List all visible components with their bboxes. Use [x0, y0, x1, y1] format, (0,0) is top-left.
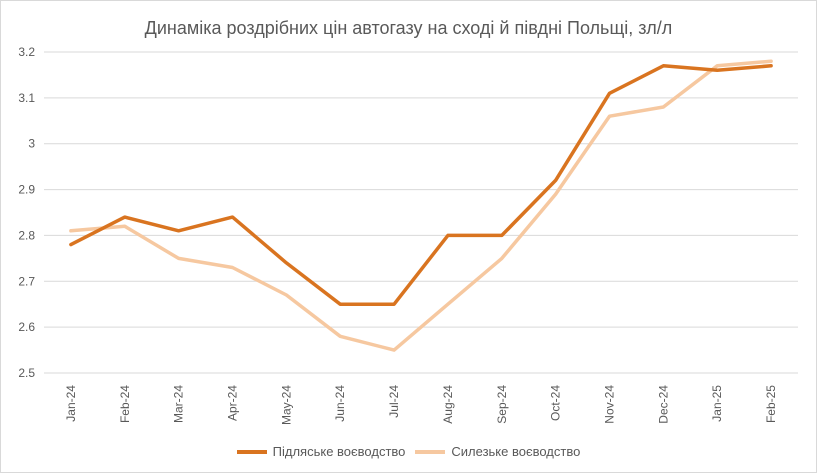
y-tick-label: 2.7: [18, 274, 35, 288]
x-tick-label: Dec-24: [656, 385, 670, 424]
y-tick-label: 2.6: [18, 320, 35, 334]
data-point-series-2: [662, 105, 665, 109]
series-line-1: [69, 64, 773, 306]
y-tick-label: 2.9: [18, 183, 35, 197]
data-point-series-2: [123, 225, 126, 228]
data-point-series-2: [231, 266, 234, 269]
legend-label: Силезьке воєводство: [451, 444, 581, 459]
data-point-series-1: [231, 215, 234, 219]
legend: Підляське воєводство Силезьке воєводство: [1, 444, 816, 459]
data-point-series-1: [392, 303, 396, 306]
data-point-series-1: [554, 179, 557, 182]
data-point-series-2: [554, 192, 557, 196]
legend-label: Підляське воєводство: [272, 444, 406, 459]
x-tick-label: Jul-24: [387, 385, 401, 418]
data-point-series-1: [662, 64, 665, 67]
data-point-series-1: [285, 261, 288, 265]
data-point-series-1: [446, 234, 450, 237]
data-point-series-2: [177, 257, 180, 260]
legend-item-1: Підляське воєводство: [236, 444, 406, 459]
y-tick-label: 2.5: [18, 366, 35, 380]
data-point-series-2: [285, 293, 288, 297]
legend-item-2: Силезьке воєводство: [415, 444, 580, 459]
data-point-series-1: [500, 234, 503, 237]
data-point-series-1: [716, 69, 719, 72]
x-tick-label: May-24: [279, 385, 293, 425]
x-tick-label: Feb-25: [764, 385, 778, 423]
x-tick-label: Apr-24: [226, 385, 240, 421]
data-point-series-2: [392, 348, 396, 352]
legend-swatch: [415, 449, 446, 454]
legend-swatch: [236, 449, 267, 454]
data-point-series-1: [123, 215, 126, 219]
data-point-series-2: [446, 303, 450, 306]
y-tick-label: 3: [28, 137, 35, 151]
data-point-series-1: [608, 92, 611, 95]
x-tick-label: Aug-24: [441, 385, 455, 424]
y-tick-label: 3.1: [18, 91, 35, 105]
chart-title: Динаміка роздрібних цін автогазу на сход…: [144, 18, 673, 38]
x-tick-label: Jan-25: [710, 385, 724, 422]
y-tick-label: 2.8: [18, 228, 35, 242]
data-point-series-2: [716, 64, 719, 67]
data-point-series-2: [339, 335, 342, 338]
data-point-series-1: [769, 64, 773, 67]
data-point-series-1: [69, 243, 73, 246]
data-point-series-2: [500, 257, 503, 260]
data-point-series-2: [69, 229, 73, 233]
data-point-series-2: [608, 115, 611, 118]
y-tick-label: 3.2: [18, 45, 35, 59]
x-tick-label: Jun-24: [333, 385, 347, 422]
x-tick-label: Jan-24: [64, 385, 78, 422]
data-point-series-1: [339, 303, 342, 306]
x-tick-label: Feb-24: [118, 385, 132, 423]
x-tick-label: Sep-24: [495, 385, 509, 424]
data-point-series-1: [177, 229, 180, 233]
x-tick-label: Nov-24: [603, 385, 617, 424]
x-tick-label: Oct-24: [549, 385, 563, 421]
x-tick-label: Mar-24: [172, 385, 186, 423]
data-point-series-2: [769, 59, 773, 63]
series-line-2: [69, 59, 773, 352]
